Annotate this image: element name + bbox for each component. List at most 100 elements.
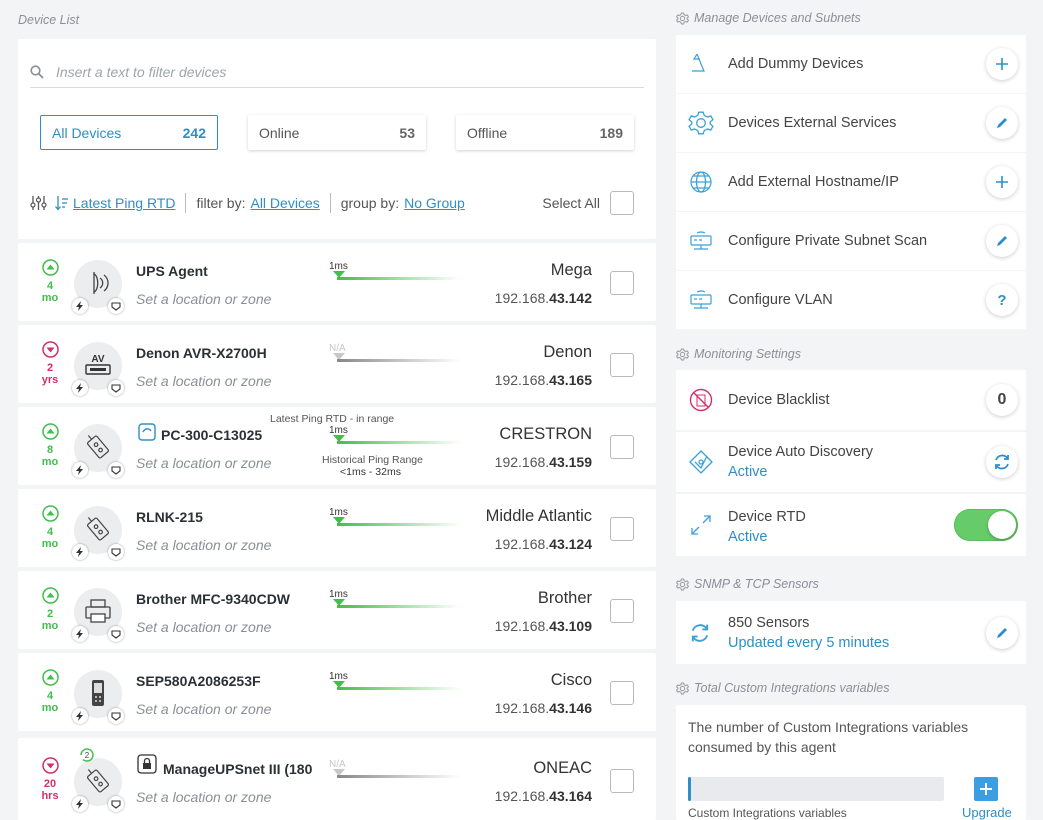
- security-badge: [108, 544, 124, 560]
- add-dummy-devices-item[interactable]: Add Dummy Devices: [676, 35, 1026, 93]
- security-badge: [108, 298, 124, 314]
- tab-offline[interactable]: Offline 189: [456, 115, 634, 150]
- device-name[interactable]: ManageUPSnet III (180: [163, 761, 313, 777]
- checklist-icon: [138, 423, 156, 441]
- custom-integrations-title: Total Custom Integrations variables: [676, 681, 889, 695]
- network-device-icon[interactable]: [72, 424, 124, 478]
- device-rtd-toggle[interactable]: [954, 509, 1018, 541]
- configure-vlan-item[interactable]: Configure VLAN ?: [676, 271, 1026, 329]
- snmp-sensors-item[interactable]: 850 Sensors Updated every 5 minutes: [676, 601, 1026, 664]
- printer-icon[interactable]: [72, 588, 124, 642]
- sort-link[interactable]: Latest Ping RTD: [73, 195, 176, 211]
- add-dummy-devices-button[interactable]: [986, 48, 1018, 80]
- filter-link[interactable]: All Devices: [250, 195, 320, 211]
- device-rtd-label: Device RTD: [728, 509, 806, 525]
- edit-subnet-scan-button[interactable]: [986, 225, 1018, 257]
- device-row[interactable]: 2 mo Brother MFC-9340CDW Set a location or …: [18, 571, 656, 649]
- blacklist-count-button[interactable]: 0: [986, 384, 1018, 416]
- device-location[interactable]: Set a location or zone: [136, 455, 272, 471]
- status-indicator: 2 yrs: [40, 341, 60, 386]
- configure-subnet-scan-item[interactable]: Configure Private Subnet Scan: [676, 212, 1026, 270]
- pencil-icon: [997, 627, 1007, 638]
- usage-bar-fill: [688, 777, 691, 801]
- device-name[interactable]: RLNK-215: [136, 509, 203, 525]
- search-input[interactable]: Insert a text to filter devices: [30, 57, 644, 88]
- device-name[interactable]: SEP580A2086253F: [136, 673, 261, 689]
- uptime-value: 2: [46, 362, 54, 374]
- device-auto-discovery-item[interactable]: Device Auto Discovery Active: [676, 432, 1026, 492]
- tab-count: 189: [599, 124, 623, 141]
- device-row[interactable]: 4 mo RLNK-215 Set a location or zone 1ms Midd…: [18, 489, 656, 567]
- add-external-hostname-item[interactable]: Add External Hostname/IP: [676, 153, 1026, 211]
- ping-indicator: 1ms: [329, 507, 461, 537]
- device-location[interactable]: Set a location or zone: [136, 701, 272, 717]
- device-name[interactable]: Brother MFC-9340CDW: [136, 591, 291, 607]
- sort-icon[interactable]: [55, 195, 69, 211]
- tab-label: All Devices: [52, 124, 122, 141]
- sensors-update-interval: Updated every 5 minutes: [728, 635, 890, 651]
- select-all-checkbox[interactable]: [610, 191, 634, 215]
- vlan-help-button[interactable]: ?: [986, 284, 1018, 316]
- device-row[interactable]: 4 mo SEP580A2086253F Set a location or zone…: [18, 653, 656, 731]
- network-device-icon[interactable]: [72, 758, 124, 812]
- device-location[interactable]: Set a location or zone: [136, 537, 272, 553]
- device-location[interactable]: Set a location or zone: [136, 619, 272, 635]
- ping-bar: [337, 605, 461, 608]
- device-location[interactable]: Set a location or zone: [136, 789, 272, 805]
- phone-icon[interactable]: [72, 670, 124, 724]
- device-name[interactable]: UPS Agent: [136, 263, 208, 279]
- row-checkbox[interactable]: [610, 681, 634, 705]
- auto-discovery-refresh-button[interactable]: [986, 446, 1018, 478]
- device-row[interactable]: 2 yrs AV Denon AVR-X2700H Set a location or …: [18, 325, 656, 403]
- row-checkbox[interactable]: [610, 599, 634, 623]
- gear-icon: [676, 12, 689, 24]
- device-blacklist-label: Device Blacklist: [728, 392, 830, 408]
- lock-badge-icon: [137, 754, 159, 776]
- edit-external-services-button[interactable]: [986, 107, 1018, 139]
- tab-all-devices[interactable]: All Devices 242: [40, 115, 218, 150]
- device-row[interactable]: 4 mo UPS Agent Set a location or zone 1ms Meg…: [18, 243, 656, 321]
- upgrade-plus-button[interactable]: [974, 777, 998, 801]
- device-row[interactable]: 8 mo PC-300-C13025 Set a location or zone 1m…: [18, 407, 656, 485]
- add-external-hostname-button[interactable]: [986, 166, 1018, 198]
- refresh-icon: [995, 454, 1009, 470]
- sliders-icon[interactable]: [30, 195, 47, 211]
- ping-marker: [333, 271, 345, 278]
- device-name[interactable]: Denon AVR-X2700H: [136, 345, 267, 361]
- ups-icon[interactable]: [72, 260, 124, 314]
- row-checkbox[interactable]: [610, 435, 634, 459]
- uptime-unit: mo: [41, 702, 59, 714]
- device-row[interactable]: 20 hrs 2 ManageUPSnet III (180 Set a locatio…: [18, 738, 656, 820]
- device-rtd-status: Active: [728, 529, 768, 545]
- ping-indicator: 1ms: [329, 589, 461, 619]
- upgrade-link[interactable]: Upgrade: [962, 805, 1012, 820]
- row-checkbox[interactable]: [610, 271, 634, 295]
- uptime-value: 4: [46, 280, 54, 292]
- ping-value: N/A: [329, 343, 346, 354]
- device-manufacturer: ONEAC: [533, 759, 592, 777]
- edit-sensors-button[interactable]: [986, 616, 1018, 649]
- row-checkbox[interactable]: [610, 353, 634, 377]
- network-device-icon[interactable]: [72, 506, 124, 560]
- device-location[interactable]: Set a location or zone: [136, 373, 272, 389]
- row-checkbox[interactable]: [610, 517, 634, 541]
- ping-in-range-label: Latest Ping RTD - in range: [270, 413, 395, 425]
- device-ip: 192.168.43.124: [495, 536, 592, 552]
- device-location[interactable]: Set a location or zone: [136, 291, 272, 307]
- lightning-icon: [76, 465, 83, 475]
- filter-label: filter by:: [196, 195, 246, 211]
- shield-icon: [111, 630, 121, 639]
- group-link[interactable]: No Group: [404, 195, 465, 211]
- tab-label: Offline: [467, 124, 508, 141]
- ping-marker: [333, 599, 345, 606]
- ip-prefix: 192.168.: [494, 372, 550, 388]
- devices-external-services-item[interactable]: Devices External Services: [676, 94, 1026, 152]
- tab-online[interactable]: Online 53: [248, 115, 426, 150]
- av-receiver-icon[interactable]: AV: [72, 342, 124, 396]
- globe-icon: [690, 171, 712, 193]
- gear-icon: [688, 111, 714, 135]
- row-checkbox[interactable]: [610, 769, 634, 793]
- status-indicator: 2 mo: [40, 587, 60, 632]
- device-blacklist-item[interactable]: Device Blacklist 0: [676, 370, 1026, 430]
- device-name[interactable]: PC-300-C13025: [161, 427, 263, 443]
